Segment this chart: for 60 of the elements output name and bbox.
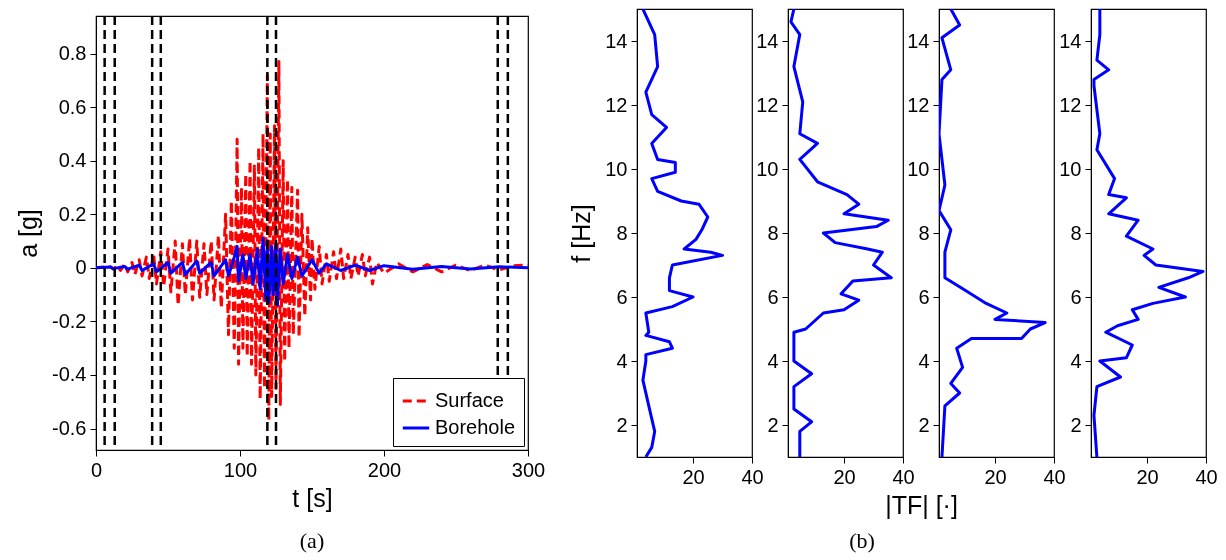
- y-tick-label: 2: [616, 413, 628, 436]
- y-tick-label: 12: [756, 93, 779, 116]
- y-tick-label: -0.2: [52, 309, 87, 332]
- y-tick-label: -0.6: [52, 417, 87, 440]
- line-series: [96, 236, 528, 307]
- y-tick-label: 2: [767, 413, 779, 436]
- x-tick-label: 40: [741, 465, 764, 488]
- y-tick-label: 0: [75, 256, 87, 279]
- y-tick-label: 12: [1059, 93, 1082, 116]
- y-tick-label: 8: [918, 221, 930, 244]
- y-axis-title: f [Hz]: [567, 204, 596, 263]
- x-tick-label: 20: [682, 465, 705, 488]
- x-tick-label: 20: [984, 465, 1007, 488]
- y-tick-label: 4: [616, 349, 628, 372]
- y-tick-label: 4: [1070, 349, 1082, 372]
- y-tick-label: 8: [767, 221, 779, 244]
- y-tick-label: 0.2: [58, 202, 87, 225]
- x-tick-label: 0: [90, 458, 103, 481]
- y-tick-label: 6: [616, 285, 628, 308]
- y-tick-label: -0.4: [52, 363, 87, 386]
- x-tick-label: 40: [892, 465, 915, 488]
- text: (a): [299, 528, 325, 554]
- x-tick-label: 100: [223, 458, 258, 481]
- y-tick-label: 10: [756, 157, 779, 180]
- x-axis-title: |TF| [·]: [885, 490, 958, 519]
- y-tick-label: 4: [767, 349, 779, 372]
- y-tick-label: 10: [907, 157, 930, 180]
- x-tick-label: 300: [511, 458, 546, 481]
- y-tick-label: 8: [616, 221, 628, 244]
- y-tick-label: 6: [918, 285, 930, 308]
- y-tick-label: 4: [918, 349, 930, 372]
- y-tick-label: 14: [907, 29, 930, 52]
- text: (b): [849, 528, 875, 554]
- y-tick-label: 0.6: [58, 95, 87, 118]
- line-series: [789, 9, 893, 457]
- legend-label: Surface: [435, 389, 504, 411]
- y-tick-label: 6: [767, 285, 779, 308]
- y-tick-label: 8: [1070, 221, 1082, 244]
- y-tick-label: 14: [756, 29, 779, 52]
- x-tick-label: 40: [1195, 465, 1218, 488]
- y-tick-label: 2: [1070, 413, 1082, 436]
- x-tick-label: 20: [1136, 465, 1159, 488]
- y-tick-label: 12: [605, 93, 628, 116]
- x-tick-label: 40: [1043, 465, 1066, 488]
- y-tick-label: 10: [1059, 157, 1082, 180]
- y-tick-label: 0.8: [58, 42, 87, 65]
- line-series: [939, 9, 1047, 457]
- y-axis-title: a [g]: [14, 209, 43, 258]
- y-tick-label: 12: [907, 93, 930, 116]
- y-tick-label: 14: [1059, 29, 1082, 52]
- y-tick-label: 14: [605, 29, 628, 52]
- y-tick-label: 10: [605, 157, 628, 180]
- y-tick-label: 0.4: [58, 149, 87, 172]
- line-series: [641, 9, 725, 457]
- x-axis-title: t [s]: [292, 483, 333, 512]
- legend-label: Borehole: [435, 416, 516, 438]
- x-tick-label: 200: [367, 458, 402, 481]
- y-tick-label: 2: [918, 413, 930, 436]
- x-tick-label: 20: [833, 465, 856, 488]
- y-tick-label: 6: [1070, 285, 1082, 308]
